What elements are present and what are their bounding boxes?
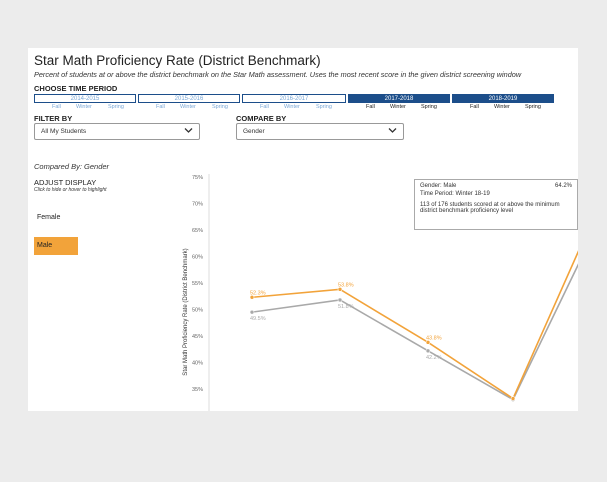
y-tick-label: 40% bbox=[192, 361, 203, 367]
compare-by-value: Gender bbox=[243, 128, 265, 135]
season-fall-2015[interactable]: Fall bbox=[156, 104, 165, 110]
data-label-female: 42.2% bbox=[426, 355, 442, 361]
filter-by-value: All My Students bbox=[41, 128, 87, 135]
compare-by-label: COMPARE BY bbox=[236, 114, 287, 123]
data-label-male: 43.8% bbox=[426, 335, 442, 341]
y-tick-label: 60% bbox=[192, 255, 203, 261]
data-point-female bbox=[337, 297, 343, 303]
season-spring-2015[interactable]: Spring bbox=[212, 104, 228, 110]
season-fall-2018[interactable]: Fall bbox=[470, 104, 479, 110]
y-tick-label: 65% bbox=[192, 228, 203, 234]
data-point-male bbox=[249, 295, 255, 300]
page-title: Star Math Proficiency Rate (District Ben… bbox=[34, 53, 321, 68]
data-point-male bbox=[337, 287, 343, 292]
y-tick-label: 70% bbox=[192, 202, 203, 208]
season-fall-2017[interactable]: Fall bbox=[366, 104, 375, 110]
data-point-male bbox=[425, 340, 431, 345]
legend-item-female[interactable]: Female bbox=[37, 214, 61, 221]
data-point-female bbox=[425, 348, 431, 354]
season-spring-2018[interactable]: Spring bbox=[525, 104, 541, 110]
filter-by-label: FILTER BY bbox=[34, 114, 73, 123]
dashboard-card: Star Math Proficiency Rate (District Ben… bbox=[28, 48, 578, 411]
season-fall-2014[interactable]: Fall bbox=[52, 104, 61, 110]
tooltip-detail: 113 of 176 students scored at or above t… bbox=[420, 202, 560, 214]
series-line-male bbox=[251, 250, 578, 400]
data-point-female bbox=[249, 309, 255, 315]
compare-by-select[interactable]: Gender bbox=[236, 123, 404, 140]
y-tick-label: 75% bbox=[192, 175, 203, 181]
data-label-male: 52.3% bbox=[250, 290, 266, 296]
chart-tooltip: Gender: Male 64.2% Time Period: Winter 1… bbox=[414, 179, 578, 230]
tooltip-percent: 64.2% bbox=[554, 183, 572, 189]
data-label-male: 53.8% bbox=[338, 282, 354, 288]
data-label-female: 51.8% bbox=[338, 304, 354, 310]
legend-item-male[interactable]: Male bbox=[34, 237, 78, 255]
season-spring-2016[interactable]: Spring bbox=[316, 104, 332, 110]
tooltip-gender: Gender: Male bbox=[420, 183, 457, 189]
data-point-male bbox=[510, 396, 516, 401]
chevron-down-icon bbox=[388, 128, 397, 133]
compared-by-text: Compared By: Gender bbox=[34, 162, 110, 171]
season-fall-2016[interactable]: Fall bbox=[260, 104, 269, 110]
y-tick-label: 45% bbox=[192, 334, 203, 340]
y-tick-label: 35% bbox=[192, 387, 203, 393]
season-winter-2018[interactable]: Winter bbox=[494, 104, 510, 110]
y-axis-title: Star Math Proficiency Rate (District Ben… bbox=[183, 248, 189, 375]
line-chart: 75% 70% 65% 60% 55% 50% 45% 40% 35% Star Math Pro… bbox=[183, 174, 578, 411]
y-tick-label: 50% bbox=[192, 308, 203, 314]
chevron-down-icon bbox=[184, 128, 193, 133]
season-winter-2016[interactable]: Winter bbox=[284, 104, 300, 110]
season-spring-2014[interactable]: Spring bbox=[108, 104, 124, 110]
adjust-display-hint: Click to hide or hover to highlight bbox=[34, 187, 107, 193]
y-tick-label: 55% bbox=[192, 281, 203, 287]
period-2018-2019[interactable]: 2018-2019 bbox=[452, 94, 554, 103]
season-winter-2015[interactable]: Winter bbox=[180, 104, 196, 110]
period-2017-2018[interactable]: 2017-2018 bbox=[348, 94, 450, 103]
adjust-display-label: ADJUST DISPLAY bbox=[34, 178, 97, 187]
period-2016-2017[interactable]: 2016-2017 bbox=[242, 94, 346, 103]
season-spring-2017[interactable]: Spring bbox=[421, 104, 437, 110]
page-subtitle: Percent of students at or above the dist… bbox=[34, 70, 522, 79]
series-line-female bbox=[251, 263, 578, 401]
season-winter-2014[interactable]: Winter bbox=[76, 104, 92, 110]
data-label-female: 49.5% bbox=[250, 316, 266, 322]
period-2015-2016[interactable]: 2015-2016 bbox=[138, 94, 240, 103]
filter-by-select[interactable]: All My Students bbox=[34, 123, 200, 140]
tooltip-time-period: Time Period: Winter 18-19 bbox=[420, 191, 490, 197]
season-winter-2017[interactable]: Winter bbox=[390, 104, 406, 110]
time-period-label: CHOOSE TIME PERIOD bbox=[34, 84, 118, 93]
period-2014-2015[interactable]: 2014-2015 bbox=[34, 94, 136, 103]
